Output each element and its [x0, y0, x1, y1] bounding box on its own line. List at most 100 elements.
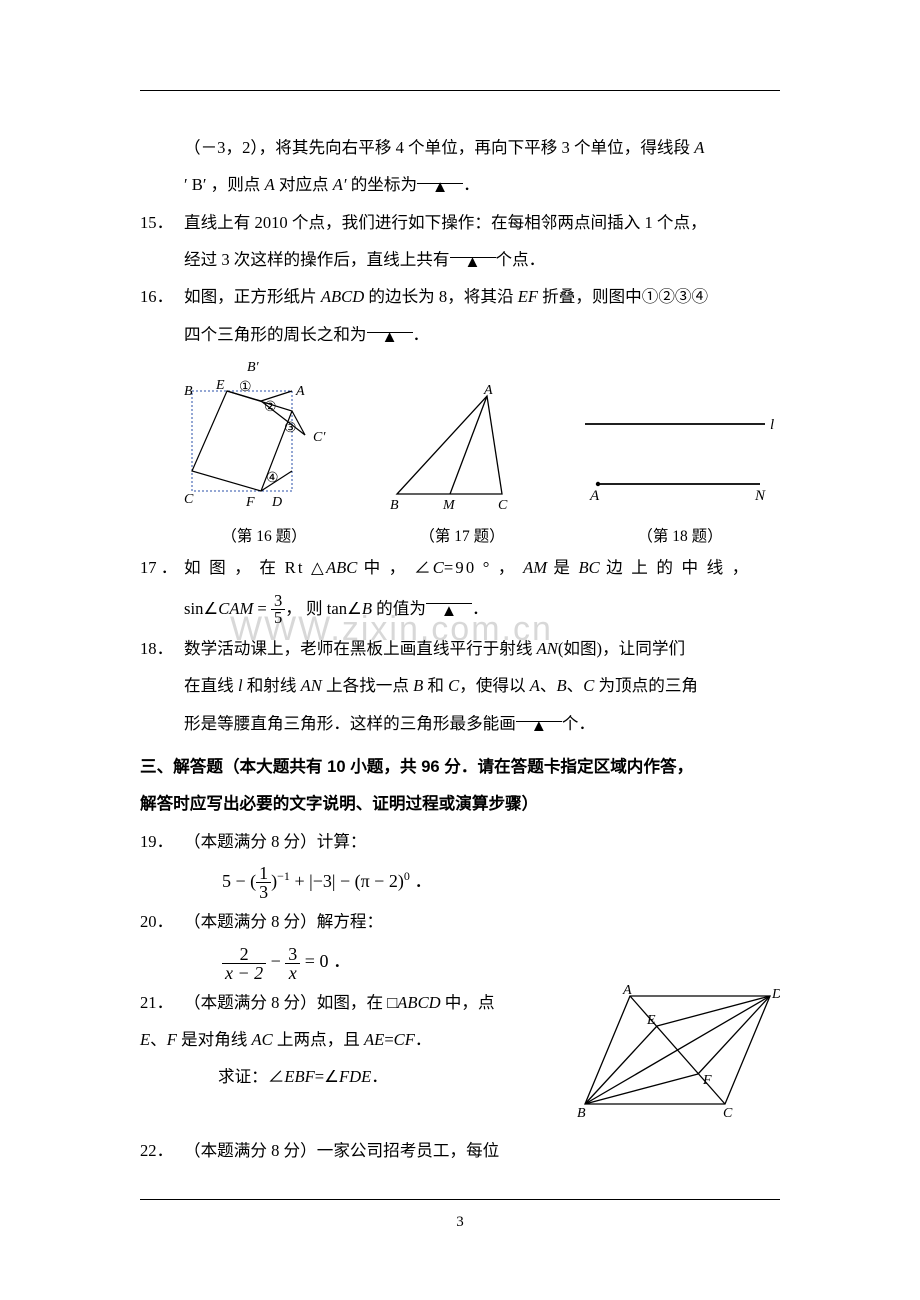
fig16-caption: （第 16 题） — [184, 527, 344, 547]
q16-text-1a: 如图，正方形纸片 — [184, 287, 321, 306]
q14-line2: ′ B′ ，则点 A 对应点 A′ 的坐标为▲． — [140, 166, 780, 203]
q18-number: 18． — [140, 630, 184, 667]
figure-21: A D E F B C — [575, 984, 780, 1132]
q19-number: 19． — [140, 823, 184, 860]
fig16-label-b: B — [184, 384, 193, 399]
q16-abcd: ABCD — [321, 287, 364, 306]
tri-icon: ▲ — [432, 177, 448, 196]
q14-line1: （－3，2），将其先向右平移 4 个单位，再向下平移 3 个单位，得线段 A — [140, 129, 780, 166]
q19-sup1: −1 — [277, 869, 290, 883]
fig17-c: C — [498, 498, 508, 513]
fig17-b: B — [390, 498, 399, 513]
q16-text-1c: 折叠，则图中①②③④ — [538, 287, 708, 306]
q21-t5: 求证：∠ — [218, 1067, 284, 1086]
q17-t2: 中 ， ∠ — [357, 558, 432, 577]
q18-an2: AN — [301, 676, 322, 695]
q19-text: （本题满分 8 分）计算： — [184, 832, 367, 851]
fig21-d: D — [771, 987, 780, 1002]
q15-line2: 经过 3 次这样的操作后，直线上共有▲个点． — [140, 241, 780, 278]
q21-e: E — [140, 1030, 150, 1049]
q21-dot: ． — [415, 1030, 432, 1049]
frac-den: 5 — [271, 610, 285, 627]
q18-a: A — [530, 676, 540, 695]
q14-A: A — [694, 138, 704, 157]
tri-icon: ▲ — [531, 716, 547, 735]
q15-blank: ▲ — [450, 241, 496, 258]
q19-eq: 5 − (13)−1 + |−3| − (π − 2)0 ． — [140, 860, 780, 903]
q18-s2: 、 — [567, 676, 584, 695]
q17-c: C — [433, 558, 444, 577]
q21-block: A D E F B C 21．（本题满分 8 分）如图，在 □ABCD 中，点 … — [140, 984, 780, 1132]
q16-line1: 16．如图，正方形纸片 ABCD 的边长为 8，将其沿 EF 折叠，则图中①②③… — [140, 278, 780, 315]
q16-text-2a: 四个三角形的周长之和为 — [184, 325, 367, 344]
q20-number: 20． — [140, 903, 184, 940]
q21-ae: AE — [364, 1030, 384, 1049]
q18-t7: 为顶点的三角 — [594, 676, 698, 695]
q18-t5: 上各找一点 — [322, 676, 413, 695]
q17-dot: ． — [472, 599, 489, 618]
q18-line3: 形是等腰直角三角形．这样的三角形最多能画▲个． — [140, 705, 780, 742]
q15-text-2a: 经过 3 次这样的操作后，直线上共有 — [184, 250, 450, 269]
q14-text-2b: 对应点 — [275, 175, 333, 194]
q21-f: F — [167, 1030, 177, 1049]
q18-t6: ，使得以 — [459, 676, 530, 695]
figure-16: B′ B E A C′ C F D ① ② ③ ④ （第 16 题） — [184, 359, 344, 547]
fig17-a: A — [483, 384, 493, 398]
q20-eqz: = 0 ． — [300, 951, 351, 971]
q14-text-2c: 的坐标为 — [347, 175, 418, 194]
q18-line2: 在直线 l 和射线 AN 上各找一点 B 和 C，使得以 A、B、C 为顶点的三… — [140, 667, 780, 704]
q20-line1: 20．（本题满分 8 分）解方程： — [140, 903, 780, 940]
page: （－3，2），将其先向右平移 4 个单位，再向下平移 3 个单位，得线段 A ′… — [0, 0, 920, 1280]
q21-eq: = — [384, 1030, 393, 1049]
q18-t9: 个． — [562, 714, 595, 733]
footer-rule — [140, 1199, 780, 1200]
fig16-label-f: F — [245, 495, 255, 510]
q15-text-2b: 个点． — [496, 250, 546, 269]
fig16-c1: ① — [239, 380, 252, 395]
q16-number: 16． — [140, 278, 184, 315]
fig21-f: F — [702, 1073, 712, 1088]
section3-title-1: 三、解答题（本大题共有 10 小题，共 96 分．请在答题卡指定区域内作答， — [140, 748, 780, 785]
tri-icon: ▲ — [381, 327, 397, 346]
fig21-c: C — [723, 1106, 733, 1119]
q17-t1: 如 图 ， 在 Rt △ — [184, 558, 326, 577]
top-rule — [140, 90, 780, 91]
q17-t7: 的值为 — [372, 599, 426, 618]
q20-f2: 3x — [285, 945, 300, 982]
q20-minus: − — [266, 951, 285, 971]
fig18-l: l — [770, 417, 774, 433]
q21-cf: CF — [394, 1030, 415, 1049]
fig16-c4: ④ — [266, 471, 279, 486]
q17-line1: 17 ．如 图 ， 在 Rt △ABC 中 ， ∠C=90 ° ， AM 是 B… — [140, 549, 780, 586]
q19-p3: + |−3| − (π − 2) — [290, 871, 404, 891]
tri-icon: ▲ — [441, 601, 457, 620]
q21-abcd: ABCD — [397, 993, 440, 1012]
q18-c2: C — [583, 676, 594, 695]
q21-ac: AC — [252, 1030, 273, 1049]
figure-18: l A N （第 18 题） — [580, 404, 780, 547]
frac-den: x — [285, 964, 300, 982]
fig16-label-c: C — [184, 492, 194, 507]
q17-am: AM — [523, 558, 547, 577]
footer-page-number: 3 — [140, 1206, 780, 1240]
q16-line2: 四个三角形的周长之和为▲． — [140, 316, 780, 353]
q21-t3: 是对角线 — [177, 1030, 252, 1049]
q14-blank: ▲ — [417, 166, 463, 183]
q22-line1: 22．（本题满分 8 分）一家公司招考员工，每位 — [140, 1132, 780, 1169]
q14-dot: ． — [463, 175, 480, 194]
fig21-e: E — [646, 1013, 656, 1028]
figure-16-svg: B′ B E A C′ C F D ① ② ③ ④ — [184, 359, 344, 514]
figure-18-svg: l A N — [580, 404, 780, 514]
q19-frac: 13 — [256, 864, 271, 901]
frac-den: x − 2 — [222, 964, 266, 982]
q18-line1: 18．数学活动课上，老师在黑板上画直线平行于射线 AN(如图)，让同学们 — [140, 630, 780, 667]
q17-t6: ， 则 tan∠ — [285, 599, 362, 618]
q21-number: 21． — [140, 984, 184, 1021]
q18-an: AN — [537, 639, 558, 658]
q21-t6: =∠ — [315, 1067, 339, 1086]
frac-num: 2 — [222, 945, 266, 964]
q18-and: 和 — [423, 676, 448, 695]
q21-t2: 中，点 — [441, 993, 495, 1012]
fig18-n: N — [754, 488, 766, 504]
q17-frac: 35 — [271, 593, 285, 627]
